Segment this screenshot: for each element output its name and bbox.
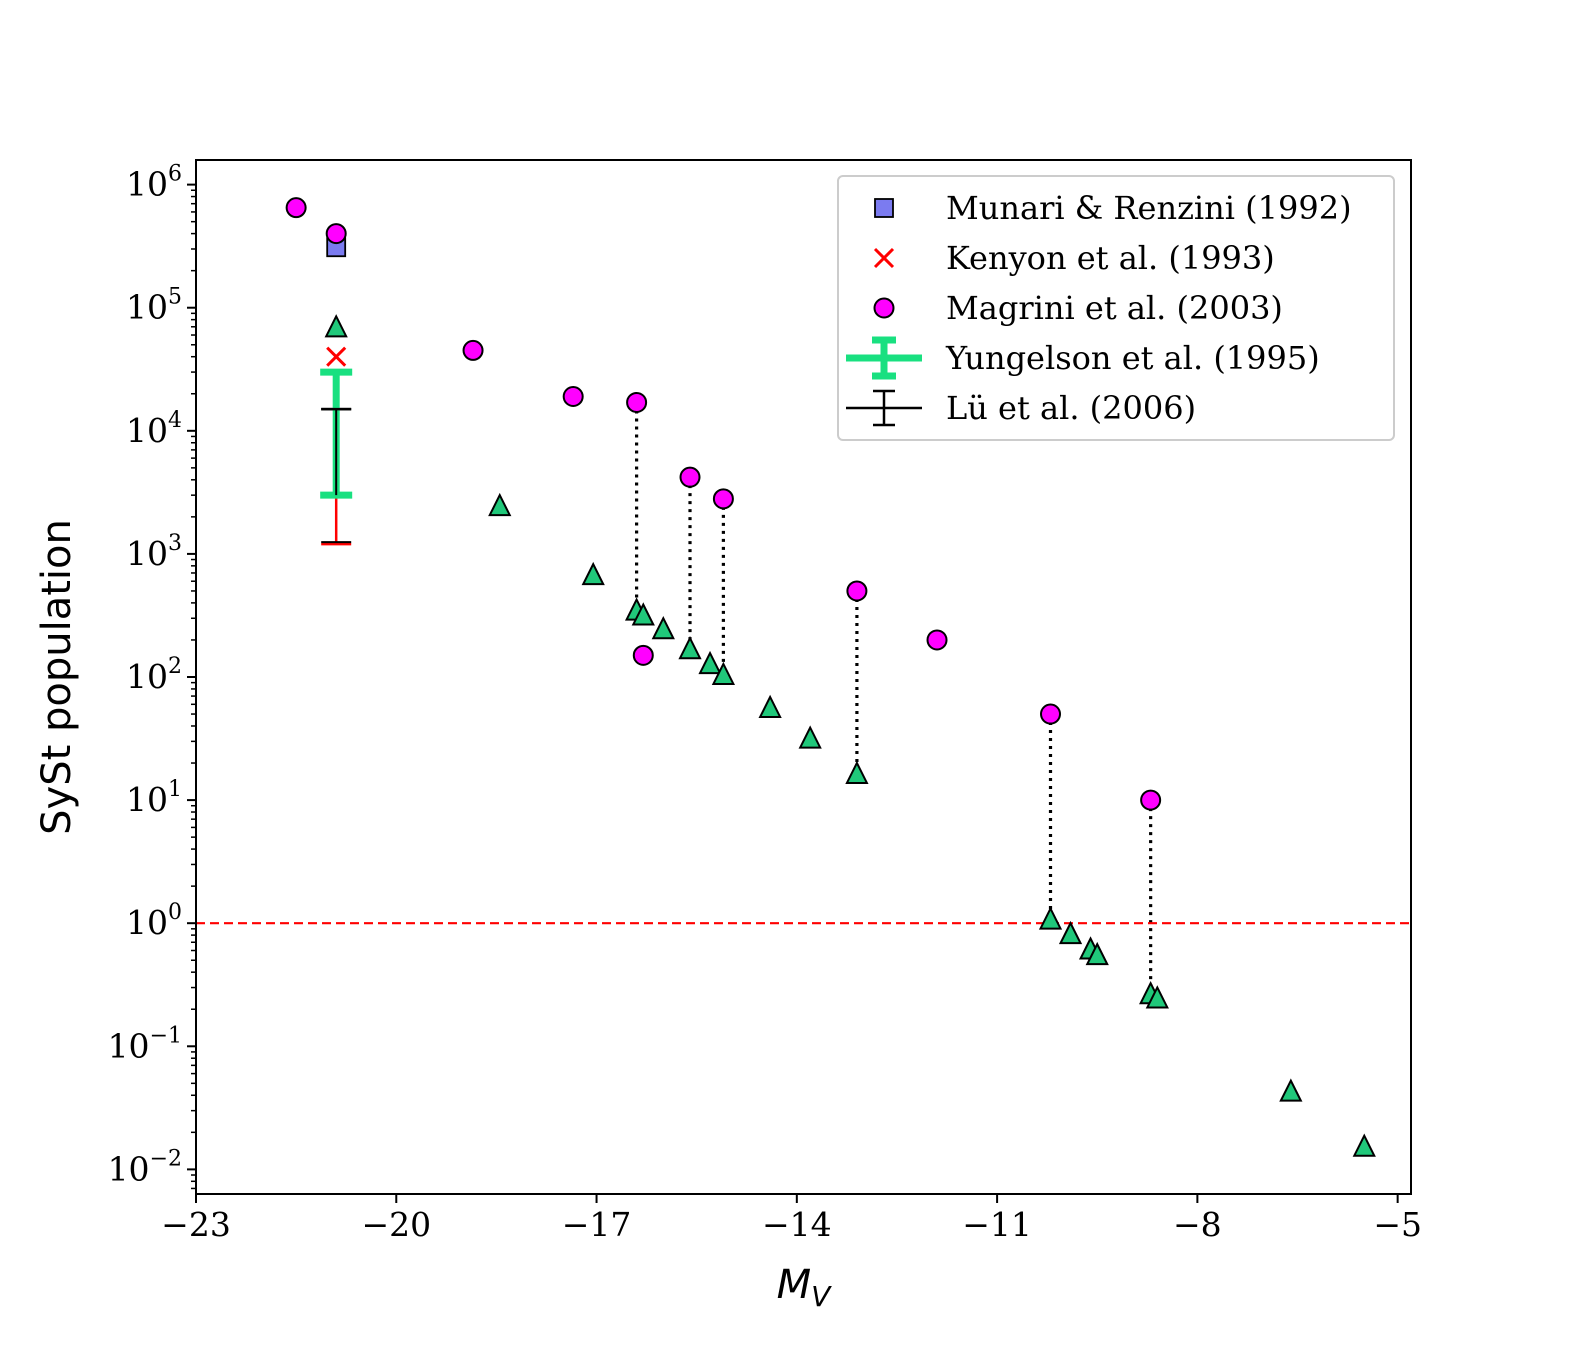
magrini-point <box>679 466 701 488</box>
magrini-point <box>926 629 948 651</box>
x-axis: −23 −20 −17 −14 −11 −8 −5 <box>161 1194 1422 1244</box>
magrini-point <box>562 385 584 407</box>
triangle-point <box>324 314 348 338</box>
y-tick-label: 10−2 <box>108 1146 182 1188</box>
kenyon-marker-stroke <box>326 346 347 367</box>
triangle-point <box>1279 1078 1303 1102</box>
x-tick-label: −14 <box>762 1205 832 1244</box>
triangle-point <box>845 760 869 784</box>
y-tick-label: 100 <box>126 900 182 942</box>
triangle-point <box>488 492 512 517</box>
triangle-point <box>1038 906 1063 930</box>
y-tick-label: 10−1 <box>108 1023 182 1065</box>
legend-label: Magrini et al. (2003) <box>946 289 1283 327</box>
triangle-point <box>798 725 822 749</box>
y-tick-label: 101 <box>126 777 182 819</box>
y-tick-base: 10 <box>108 1149 150 1188</box>
legend-label: Lü et al. (2006) <box>946 389 1196 427</box>
magrini-point <box>626 391 648 413</box>
y-tick-label: 102 <box>126 654 182 696</box>
triangle-point <box>711 661 736 685</box>
y-tick-label: 104 <box>126 408 182 450</box>
y-axis-title: SySt population <box>34 519 80 835</box>
triangle-point <box>698 650 722 675</box>
connector-lines <box>635 402 1153 996</box>
y-tick-label: 106 <box>126 162 182 204</box>
legend-square-icon <box>874 198 894 218</box>
magrini-point <box>846 580 868 602</box>
legend-circle-icon <box>873 297 895 319</box>
magrini-point <box>462 339 484 361</box>
x-tick-label: −20 <box>361 1205 431 1244</box>
triangle-point <box>1058 920 1083 945</box>
y-tick-exponent: 5 <box>168 285 182 310</box>
error-bars <box>320 368 353 546</box>
triangle-point <box>1085 941 1109 966</box>
x-tick-label: −5 <box>1373 1205 1422 1244</box>
y-tick-exponent: 6 <box>168 162 182 187</box>
magrini-point <box>285 197 307 219</box>
legend-item-munari: Munari & Renzini (1992) <box>874 189 1352 227</box>
y-tick-exponent: 4 <box>168 408 182 433</box>
y-tick-exponent: −2 <box>150 1146 182 1171</box>
y-tick-label: 103 <box>126 531 182 573</box>
triangle-point <box>1145 985 1169 1009</box>
legend-item-kenyon: Kenyon et al. (1993) <box>873 239 1275 277</box>
x-tick-label: −8 <box>1173 1205 1222 1244</box>
legend-item-yungelson: Yungelson et al. (1995) <box>846 336 1320 380</box>
y-tick-base: 10 <box>108 1026 150 1065</box>
triangle-point <box>651 615 675 640</box>
magrini-point <box>1040 703 1062 725</box>
legend-label: Yungelson et al. (1995) <box>945 339 1320 377</box>
x-axis-title-sub: V <box>811 1280 832 1313</box>
x-tick-label: −23 <box>161 1205 231 1244</box>
legend-label: Munari & Renzini (1992) <box>946 189 1352 227</box>
y-tick-base: 10 <box>126 288 168 327</box>
y-tick-exponent: 2 <box>168 654 182 679</box>
kenyon-point <box>326 346 347 367</box>
legend-x-icon <box>873 247 895 269</box>
magrini-point <box>325 223 347 245</box>
y-tick-exponent: 1 <box>168 777 182 802</box>
magrini-point <box>712 488 734 510</box>
magrini-point <box>632 644 654 666</box>
x-axis-title-main: M <box>777 1262 812 1308</box>
triangle-point <box>581 561 605 586</box>
y-tick-label: 105 <box>126 285 182 327</box>
kenyon-marker-stroke <box>873 247 895 269</box>
legend-label: Kenyon et al. (1993) <box>946 239 1275 277</box>
triangle-point <box>631 602 655 626</box>
y-tick-exponent: −1 <box>150 1023 182 1048</box>
y-tick-base: 10 <box>126 534 168 573</box>
x-axis-title: MV <box>777 1262 833 1313</box>
legend-box <box>837 175 1395 441</box>
y-tick-base: 10 <box>126 780 168 819</box>
data-markers <box>285 197 1376 1157</box>
y-tick-base: 10 <box>126 903 168 942</box>
y-tick-base: 10 <box>126 165 168 204</box>
triangle-point <box>678 635 702 660</box>
triangle-point <box>758 694 782 718</box>
x-tick-label: −17 <box>562 1205 632 1244</box>
y-tick-base: 10 <box>126 657 168 696</box>
legend: Munari & Renzini (1992) Kenyon et al. (19… <box>837 175 1395 441</box>
y-tick-exponent: 3 <box>168 531 182 556</box>
magrini-point <box>1140 789 1162 811</box>
legend-item-lu: Lü et al. (2006) <box>846 389 1196 427</box>
x-tick-label: −11 <box>962 1205 1032 1244</box>
legend-item-magrini: Magrini et al. (2003) <box>873 289 1283 327</box>
y-tick-exponent: 0 <box>168 900 182 925</box>
y-tick-base: 10 <box>126 411 168 450</box>
triangle-point <box>1352 1133 1376 1157</box>
